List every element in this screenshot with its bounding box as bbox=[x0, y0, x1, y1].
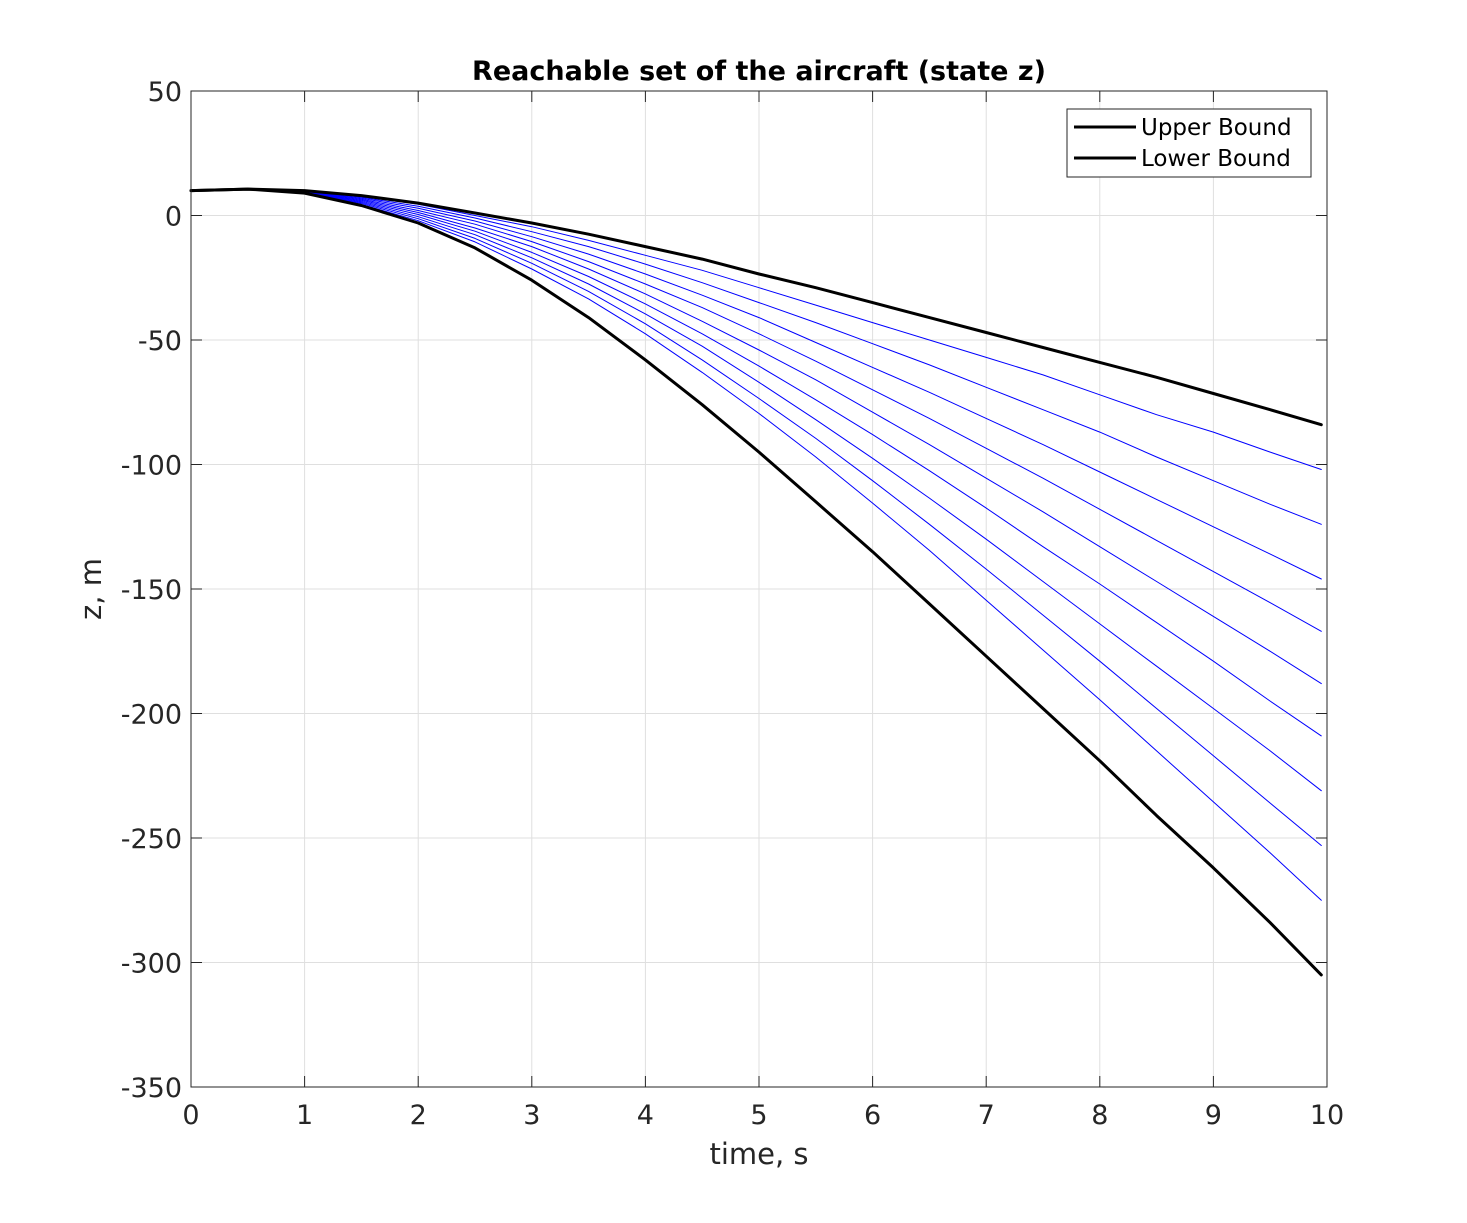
y-tick-label: 50 bbox=[148, 77, 182, 108]
legend-label-lower-bound: Lower Bound bbox=[1141, 146, 1291, 172]
y-tick-label: -50 bbox=[138, 326, 182, 357]
y-tick-label: -150 bbox=[121, 575, 182, 606]
chart-title: Reachable set of the aircraft (state z) bbox=[472, 56, 1046, 87]
x-tick-label: 4 bbox=[637, 1100, 654, 1131]
grid-lines bbox=[191, 91, 1327, 1087]
upper-bound-line bbox=[189, 187, 1323, 427]
x-tick-label: 0 bbox=[182, 1100, 199, 1131]
series-layer bbox=[189, 187, 1323, 977]
trajectory-line bbox=[190, 188, 1322, 792]
trajectory-line bbox=[190, 188, 1322, 846]
x-tick-label: 1 bbox=[296, 1100, 313, 1131]
x-tick-label: 6 bbox=[864, 1100, 881, 1131]
x-tick-label: 9 bbox=[1205, 1100, 1222, 1131]
x-tick-label: 2 bbox=[410, 1100, 427, 1131]
legend: Upper Bound Lower Bound bbox=[1066, 108, 1312, 178]
y-tick-label: -350 bbox=[121, 1073, 182, 1104]
trajectory-line bbox=[190, 188, 1322, 632]
x-tick-label: 10 bbox=[1310, 1100, 1344, 1131]
legend-label-upper-bound: Upper Bound bbox=[1141, 115, 1292, 141]
y-tick-label: -200 bbox=[121, 700, 182, 731]
lower-bound-line bbox=[189, 187, 1323, 977]
trajectory-line bbox=[190, 188, 1322, 737]
axis-ticks: 0 1 2 3 4 5 6 7 8 9 10 50 0 -50 -100 -150 -200 -250 -300 -3… bbox=[121, 77, 1344, 1131]
x-axis-label: time, s bbox=[709, 1137, 808, 1171]
legend-box bbox=[1066, 108, 1312, 178]
x-tick-label: 3 bbox=[523, 1100, 540, 1131]
x-tick-label: 8 bbox=[1091, 1100, 1108, 1131]
trajectory-line bbox=[190, 188, 1322, 685]
y-tick-label: -300 bbox=[121, 949, 182, 980]
x-tick-label: 5 bbox=[750, 1100, 767, 1131]
y-axis-label: z, m bbox=[74, 558, 108, 620]
trajectory-line bbox=[190, 188, 1322, 580]
y-tick-label: 0 bbox=[165, 202, 182, 233]
y-tick-label: -100 bbox=[121, 451, 182, 482]
y-tick-label: -250 bbox=[121, 824, 182, 855]
x-tick-label: 7 bbox=[978, 1100, 995, 1131]
trajectory-line bbox=[190, 188, 1322, 525]
